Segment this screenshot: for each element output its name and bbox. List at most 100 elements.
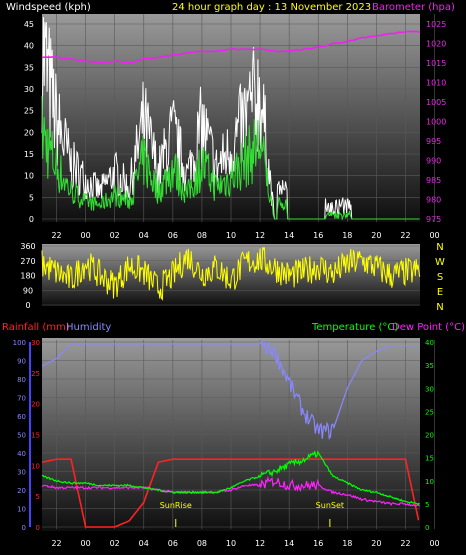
hum-tick-label: 100 [13,339,26,347]
rain-tick-label: 25 [31,370,40,378]
temp-x-tick-label: 14 [284,539,294,548]
wind-x-tick-label: 08 [197,231,207,240]
wind-x-tick-label: 06 [168,231,178,240]
baro-tick-label: 1010 [426,79,446,88]
dir-tick-label: 360 [20,242,35,251]
rain-tick-label: 5 [36,493,40,501]
temp-tick-label: 15 [425,455,434,463]
baro-tick-label: 1015 [426,59,446,68]
wind-x-tick-label: 00 [81,231,91,240]
direction-panel [42,244,420,306]
rain-tick-label: 20 [31,401,40,409]
baro-tick-label: 1020 [426,40,446,49]
wind-axis-title: Windspeed (kph) [6,2,91,13]
hum-tick-label: 0 [22,524,26,532]
baro-tick-label: 980 [426,196,441,205]
temp-x-tick-label: 02 [110,539,120,548]
wind-tick-label: 10 [24,172,34,181]
wind-tick-label: 35 [24,63,34,72]
temp-tick-label: 0 [425,524,429,532]
dir-tick-label: 270 [20,257,35,266]
rain-tick-label: 10 [31,462,40,470]
temp-tick-label: 30 [425,385,434,393]
wind-x-tick-label: 20 [371,231,381,240]
baro-tick-label: 985 [426,176,441,185]
temp-x-tick-label: 16 [313,539,323,548]
temp-tick-label: 10 [425,478,434,486]
rain-tick-label: 0 [36,524,40,532]
hum-tick-label: 10 [17,506,26,514]
rain-tick-label: 30 [31,339,40,347]
sunset-label: SunSet [316,501,344,510]
hum-tick-label: 60 [17,413,26,421]
compass-label: E [437,287,443,298]
rain-tick-label: 15 [31,432,40,440]
wind-x-tick-label: 18 [342,231,352,240]
wind-x-tick-label: 10 [226,231,236,240]
temp-x-tick-label: 18 [342,539,352,548]
dew-point-series [41,475,421,507]
hum-tick-label: 70 [17,395,26,403]
temp-tick-label: 35 [425,362,434,370]
temp-x-tick-label: 22 [400,539,410,548]
barometer-series [41,30,421,64]
wind-x-tick-label: 22 [400,231,410,240]
dir-tick-label: 90 [23,286,33,295]
hum-tick-label: 20 [17,487,26,495]
temp-x-tick-label: 22 [51,539,61,548]
temp-tick-label: 5 [425,501,429,509]
temp-tick-label: 25 [425,408,434,416]
baro-tick-label: 1025 [426,20,446,29]
wind-tick-label: 20 [24,128,34,137]
hum-axis-title: Humidity [66,322,111,333]
compass-label: S [437,272,443,283]
dir-tick-label: 180 [20,272,35,281]
wind-tick-label: 5 [29,193,34,202]
compass-label: W [435,257,445,268]
dir-tick-label: 0 [25,301,30,310]
compass-label: N [436,242,443,253]
temp-x-tick-label: 12 [255,539,265,548]
wind-tick-label: 15 [24,150,34,159]
baro-tick-label: 1005 [426,98,446,107]
baro-tick-label: 990 [426,157,441,166]
wind-x-tick-label: 22 [51,231,61,240]
baro-tick-label: 995 [426,137,441,146]
temp-x-tick-label: 04 [139,539,149,548]
hum-tick-label: 80 [17,376,26,384]
rainfall-series [41,458,420,528]
wind-tick-label: 30 [24,85,34,94]
hum-tick-label: 50 [17,432,26,440]
wind-tick-label: 25 [24,107,34,116]
wind-x-tick-label: 00 [429,231,439,240]
hum-tick-label: 40 [17,450,26,458]
dew-axis-title: Dew Point (°C) [392,322,465,333]
temp-x-tick-label: 20 [371,539,381,548]
temp-x-tick-label: 10 [226,539,236,548]
baro-tick-label: 975 [426,215,441,224]
temp-x-tick-label: 08 [197,539,207,548]
humidity-series [41,339,420,440]
sunrise-label: SunRise [160,501,192,510]
hum-tick-label: 30 [17,469,26,477]
temp-x-tick-label: 00 [429,539,439,548]
temp-tick-label: 40 [425,339,434,347]
chart-title: 24 hour graph day : 13 November 2023 [172,2,371,13]
temp-x-tick-label: 06 [168,539,178,548]
hum-tick-label: 90 [17,358,26,366]
baro-tick-label: 1000 [426,118,446,127]
wind-direction-series [41,247,421,301]
wind-x-tick-label: 14 [284,231,294,240]
temp-x-tick-label: 00 [81,539,91,548]
wind-x-tick-label: 04 [139,231,149,240]
wind-x-tick-label: 02 [110,231,120,240]
compass-label: N [436,302,443,313]
wind-tick-label: 45 [24,20,34,29]
temp-axis-title: Temperature (°C) [311,322,398,333]
wind-tick-label: 0 [29,215,34,224]
rain-axis-title: Rainfall (mm) [2,322,70,333]
baro-axis-title: Barometer (hpa) [372,2,455,13]
wind-x-tick-label: 16 [313,231,323,240]
temperature-series [41,450,420,506]
